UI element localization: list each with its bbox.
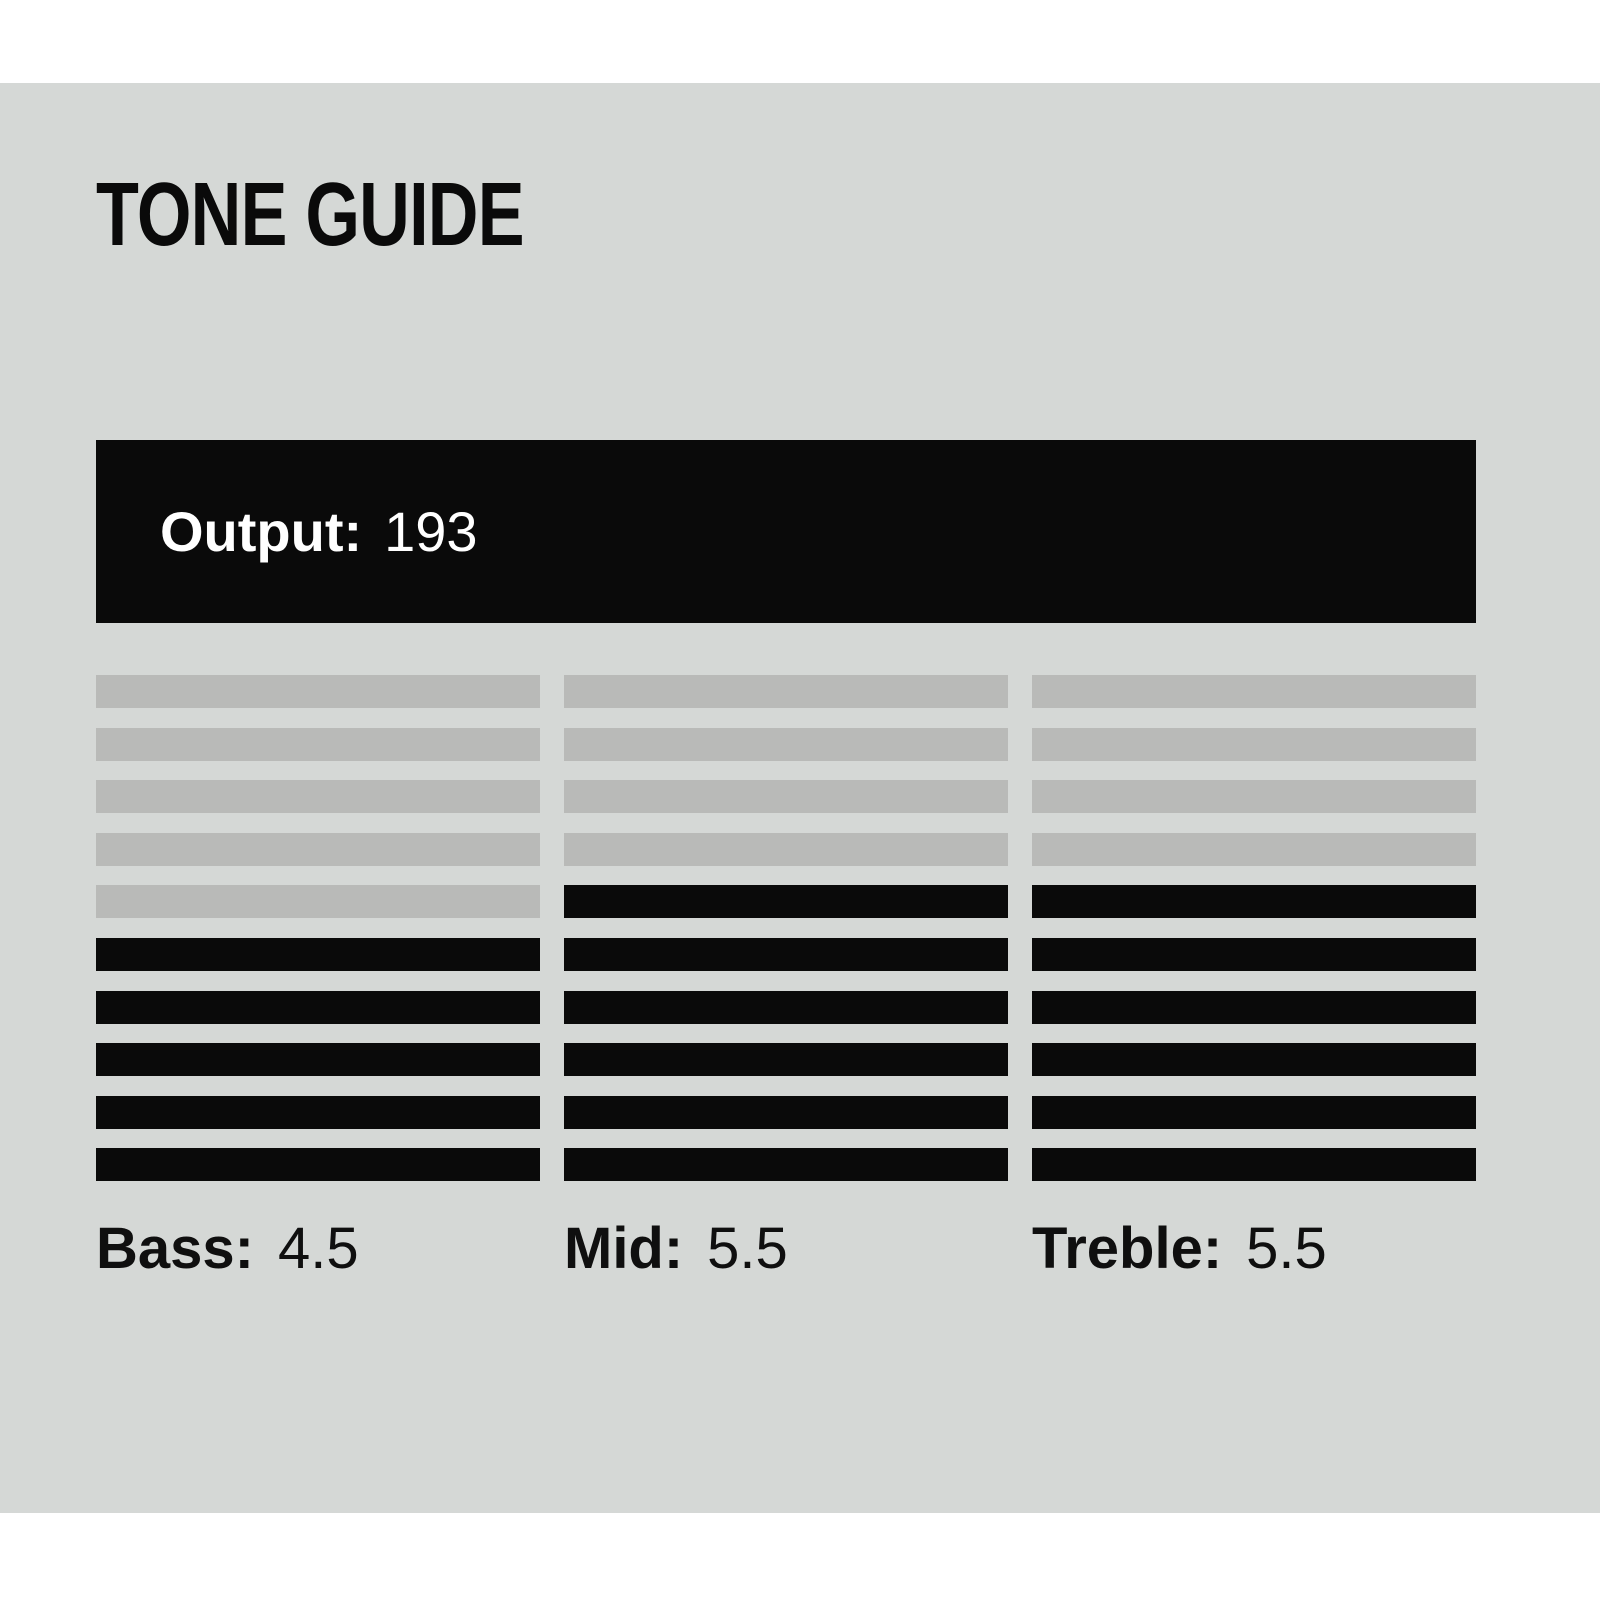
- meter-segment-active: [1032, 937, 1476, 971]
- meter-segment-inactive: [1032, 675, 1476, 708]
- meter-segment-inactive: [564, 832, 1008, 866]
- meter-segment-active: [564, 990, 1008, 1024]
- meter-label-treble: Treble: 5.5: [1032, 1220, 1476, 1278]
- meter-segment-active: [96, 990, 540, 1024]
- output-display: Output: 193: [96, 440, 1476, 623]
- meter-label-bass: Bass: 4.5: [96, 1220, 540, 1278]
- meter-value: 4.5: [277, 1216, 359, 1282]
- meter-segment-active: [96, 937, 540, 971]
- meter-label-mid: Mid: 5.5: [564, 1220, 1008, 1278]
- meter-segment-active: [564, 1095, 1008, 1129]
- meter-value: 5.5: [1246, 1216, 1327, 1282]
- meter-segment-inactive: [1032, 832, 1476, 866]
- meter-segment-active: [1032, 1148, 1476, 1182]
- meter-segment-active: [1032, 1095, 1476, 1129]
- meter-segment-inactive: [96, 780, 540, 814]
- meter-name: Treble:: [1032, 1216, 1223, 1282]
- meter-segment-active: [564, 1148, 1008, 1182]
- meter-value: 5.5: [707, 1216, 788, 1282]
- meter-segment-active: [96, 1043, 540, 1077]
- meter-segment-active: [1032, 1043, 1476, 1077]
- meter-bass: Bass: 4.5: [96, 675, 540, 1278]
- meter-treble: Treble: 5.5: [1032, 675, 1476, 1278]
- meter-segments-bass: [96, 675, 540, 1182]
- meter-segment-inactive: [96, 885, 540, 919]
- meter-name: Mid:: [564, 1216, 684, 1282]
- meter-name: Bass:: [96, 1216, 254, 1282]
- meter-segment-inactive: [564, 727, 1008, 761]
- meter-segment-inactive: [96, 832, 540, 866]
- meter-mid: Mid: 5.5: [564, 675, 1008, 1278]
- meter-segment-active: [1032, 885, 1476, 919]
- meter-segment-active: [1032, 990, 1476, 1024]
- meter-segment-active: [564, 1043, 1008, 1077]
- meter-segments-mid: [564, 675, 1008, 1182]
- output-label: Output:: [160, 500, 363, 563]
- meter-segment-active: [564, 937, 1008, 971]
- meter-segment-inactive: [96, 675, 540, 708]
- tone-meters: Bass: 4.5 Mid: 5.5 Treble: 5.5: [96, 675, 1476, 1278]
- meter-segment-inactive: [96, 727, 540, 761]
- meter-segments-treble: [1032, 675, 1476, 1182]
- meter-segment-inactive: [564, 675, 1008, 708]
- meter-segment-active: [96, 1148, 540, 1182]
- meter-segment-inactive: [1032, 727, 1476, 761]
- meter-segment-inactive: [1032, 780, 1476, 814]
- page-title: TONE GUIDE: [96, 165, 525, 265]
- meter-segment-active: [564, 885, 1008, 919]
- meter-segment-inactive: [564, 780, 1008, 814]
- output-value: 193: [384, 500, 478, 563]
- meter-segment-active: [96, 1095, 540, 1129]
